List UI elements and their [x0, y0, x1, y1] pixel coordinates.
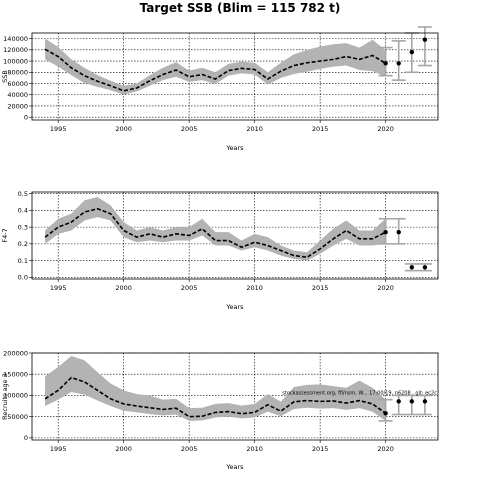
projection-point — [383, 229, 388, 235]
x-tick-label: 2020 — [377, 125, 394, 133]
x-tick-label: 2020 — [377, 284, 394, 292]
projection-point — [409, 49, 415, 55]
x-tick-label: 2000 — [115, 284, 132, 292]
x-tick-label: 2020 — [377, 445, 394, 453]
y-tick-label: 100000 — [3, 392, 28, 400]
y-tick-label: 120000 — [3, 46, 28, 54]
x-tick-label: 2005 — [181, 445, 198, 453]
projection-point — [383, 411, 388, 416]
x-tick-label: 2015 — [312, 125, 329, 133]
y-tick-label: 0.3 — [18, 223, 28, 231]
median-line — [44, 376, 387, 418]
axes-frame — [31, 191, 439, 280]
x-axis-label: Years — [225, 463, 244, 471]
y-tick-label: 0.1 — [18, 257, 28, 265]
y-tick-label: 0.2 — [18, 240, 28, 248]
x-axis-label: Years — [225, 303, 244, 311]
median-line — [44, 48, 387, 92]
y-tick-label: 80000 — [7, 69, 28, 77]
y-tick-label: 100000 — [3, 57, 28, 65]
x-tick-label: 1995 — [50, 445, 67, 453]
x-tick-label: 2005 — [181, 125, 198, 133]
x-tick-label: 1995 — [50, 125, 67, 133]
x-tick-label: 2010 — [246, 445, 263, 453]
x-tick-label: 1995 — [50, 284, 67, 292]
y-tick-label: 0.4 — [18, 207, 28, 215]
x-tick-label: 2010 — [246, 125, 263, 133]
confidence-band — [45, 355, 386, 421]
confidence-band — [45, 197, 386, 261]
projection-point — [396, 229, 401, 235]
projection-point — [396, 61, 401, 66]
projection-point — [422, 399, 428, 404]
median-line — [44, 207, 386, 259]
x-tick-label: 2010 — [246, 284, 263, 292]
projection-point — [383, 61, 388, 66]
projection-point — [409, 399, 415, 404]
x-axis-label: Years — [225, 144, 244, 152]
x-tick-label: 2000 — [115, 445, 132, 453]
projection-point — [409, 265, 415, 270]
y-axis-label: F4-7 — [1, 228, 9, 242]
watermark-annotation: stockassessment.org, ffl/nsm, W... 17:00… — [282, 390, 437, 396]
recruitment-panel: 0 50000 100000 150000 200000 1995 2000 2005 2010… — [1, 349, 439, 471]
projection-point — [422, 37, 428, 42]
y-tick-label: 20000 — [7, 102, 28, 110]
ssb-panel: 0 20000 40000 60000 80000 100000 120000 140000 1… — [1, 26, 439, 152]
y-axis-label: SSB — [1, 70, 9, 83]
figure-title: Target SSB (Blim = 115 782 t) — [140, 1, 341, 15]
axes-frame — [31, 32, 439, 121]
y-tick-label: 60000 — [7, 80, 28, 88]
y-tick-label: 40000 — [7, 91, 28, 99]
x-tick-label: 2005 — [181, 284, 198, 292]
y-tick-label: 0 — [24, 434, 28, 442]
y-tick-label: 150000 — [3, 371, 28, 379]
y-tick-label: 0.5 — [18, 190, 28, 198]
x-tick-label: 2015 — [312, 445, 329, 453]
axes-frame — [31, 352, 439, 441]
x-tick-label: 2015 — [312, 284, 329, 292]
y-tick-label: 50000 — [7, 413, 28, 421]
y-tick-label: 0 — [24, 113, 28, 121]
f-panel: 0.0 0.1 0.2 0.3 0.4 0.5 1995 2000 2005 2010 2015 20… — [1, 190, 439, 311]
y-tick-label: 200000 — [3, 349, 28, 357]
y-axis-label: Recruits age 3 — [1, 373, 9, 420]
confidence-band — [45, 38, 386, 95]
y-tick-label: 140000 — [3, 35, 28, 43]
y-tick-label: 0.0 — [18, 274, 28, 282]
projection-point — [422, 265, 428, 270]
projection-point — [396, 399, 401, 404]
x-tick-label: 2000 — [115, 125, 132, 133]
